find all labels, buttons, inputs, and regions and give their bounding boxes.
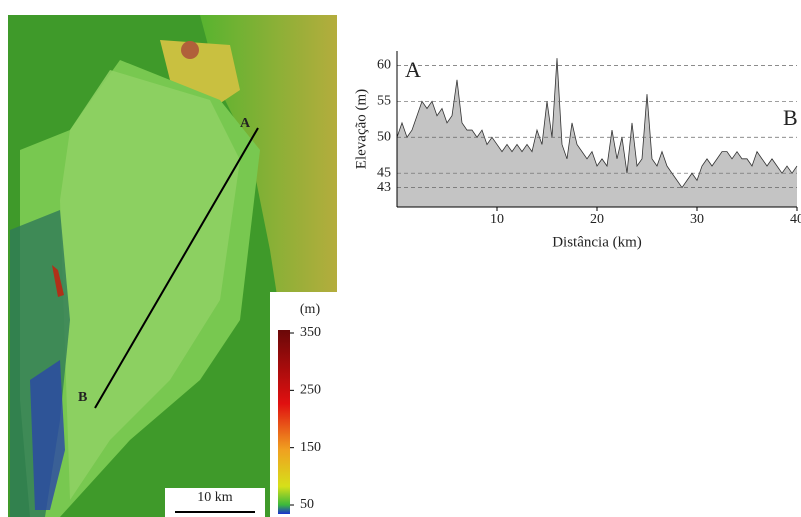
map: A B 10 km (m) <box>8 15 337 517</box>
x-tick-label: 30 <box>690 212 704 227</box>
colorbar: 350 250 150 50 <box>290 325 321 512</box>
point-label: A <box>240 116 251 131</box>
y-tick-label: 43 <box>377 180 391 195</box>
scale-bar-label: 10 km <box>197 490 233 505</box>
profile-line <box>396 58 798 189</box>
y-tick-label: 50 <box>377 129 391 144</box>
point-label: B <box>78 390 87 405</box>
legend-title: (m) <box>300 302 321 317</box>
x-tick-label: 40 <box>790 212 801 227</box>
colorbar-label: 150 <box>300 440 321 455</box>
annotation: A <box>405 57 421 82</box>
colorbar-label: 350 <box>300 325 321 340</box>
x-tick-label: 10 <box>490 212 504 227</box>
colorbar-label: 250 <box>300 383 321 398</box>
x-tick-label: 20 <box>590 212 604 227</box>
y-tick-label: 60 <box>377 58 391 73</box>
annotation: B <box>783 105 798 130</box>
colorbar-label: 50 <box>300 497 314 512</box>
y-axis-label: Elevação (m) <box>353 89 369 169</box>
y-tick-label: 55 <box>377 94 391 109</box>
y-tick-label: 45 <box>377 165 391 180</box>
x-axis-label: Distância (km) <box>552 234 642 250</box>
profile-area <box>397 58 797 208</box>
